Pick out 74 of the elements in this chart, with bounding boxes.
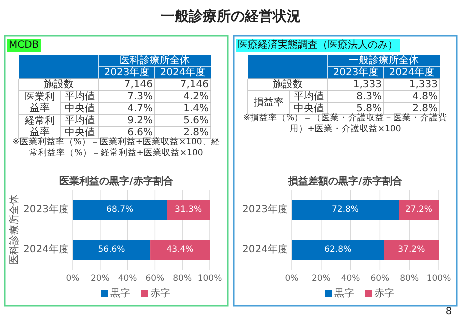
category-label: 2023年度 — [333, 66, 379, 78]
bar — [292, 240, 384, 260]
text: 一般診療所の経営状況 — [161, 8, 301, 25]
category-label: 2023年度 — [104, 66, 150, 78]
data-label: 62.8% — [324, 245, 352, 255]
text: ※医業利益率（%）＝医業利益÷医業収益×100、経常利益率（%）＝経常利益÷医業収益×100 — [12, 136, 220, 158]
category-label: 中央値 — [65, 128, 95, 138]
legend-label: 赤字 — [150, 288, 170, 300]
x-tick-label: 40% — [118, 274, 138, 284]
data-label: 27.2% — [406, 205, 433, 215]
text: 5.8% — [356, 104, 382, 114]
text: 4.2% — [184, 92, 209, 102]
category-label: 中央値 — [65, 104, 95, 114]
bar — [150, 240, 210, 260]
text: 医科診療所全体 — [120, 54, 190, 66]
text: ※損益率（%）＝（医業・介護収益－医業・介護費用）÷医業・介護収益×100 — [243, 112, 448, 134]
x-tick-label: 80% — [173, 274, 192, 284]
category-label: 施設数 — [44, 80, 74, 90]
text: 7.3% — [128, 92, 153, 102]
category-label: 経常利益率 — [25, 116, 55, 138]
data-label: 68.7% — [106, 205, 134, 215]
y-axis-title: 医科診療所全体 — [8, 195, 20, 265]
bar — [73, 200, 168, 220]
x-tick-label: 0% — [285, 274, 299, 284]
bar — [167, 200, 210, 220]
text: 医療経済実態調査（医療法人のみ） — [238, 39, 398, 51]
text: 1,333 — [409, 80, 438, 90]
text: 5.6% — [184, 116, 209, 126]
text: 7,146 — [124, 80, 153, 90]
bar — [384, 240, 439, 260]
bar — [73, 240, 151, 260]
legend-label: 黒字 — [334, 288, 354, 300]
data-label: 43.4% — [166, 245, 194, 255]
x-tick-label: 20% — [312, 274, 331, 284]
category-label: 医業利益率 — [25, 92, 55, 114]
data-label: 56.6% — [98, 245, 126, 255]
data-label: 72.8% — [332, 205, 360, 215]
text: 1,333 — [353, 80, 382, 90]
legend-label: 赤字 — [374, 288, 394, 300]
chart-title: 医業利益の黒字/赤字割合 — [60, 176, 174, 188]
text: 9.2% — [128, 116, 153, 126]
text: 8 — [446, 306, 452, 318]
category-label: 平均値 — [294, 92, 324, 102]
text: MCDB — [9, 40, 40, 51]
x-tick-label: 60% — [370, 274, 390, 284]
x-tick-label: 100% — [198, 274, 222, 284]
legend-label: 黒字 — [110, 288, 130, 300]
x-tick-label: 20% — [90, 274, 110, 284]
text: 1.4% — [184, 104, 209, 114]
text: 2.8% — [412, 104, 438, 114]
x-tick-label: 0% — [66, 274, 80, 284]
text: 4.8% — [412, 92, 438, 102]
bar — [399, 200, 439, 220]
category-label: 施設数 — [273, 80, 303, 90]
category-label: 2024年度 — [389, 66, 435, 78]
category-label: 2024年度 — [160, 66, 206, 78]
text: 6.6% — [128, 128, 153, 138]
category-label: 平均値 — [65, 116, 95, 126]
category-label: 平均値 — [65, 92, 95, 102]
x-tick-label: 40% — [341, 274, 360, 284]
chart-title: 損益差額の黒字/赤字割合 — [288, 176, 404, 188]
text: 8.3% — [356, 92, 382, 102]
text: 一般診療所全体 — [349, 54, 419, 66]
x-tick-label: 100% — [426, 274, 452, 284]
text: 7,146 — [180, 80, 209, 90]
data-label: 37.2% — [398, 245, 426, 255]
data-label: 31.3% — [175, 205, 202, 215]
x-tick-label: 80% — [400, 274, 420, 284]
x-tick-label: 60% — [146, 274, 165, 284]
category-label: 中央値 — [294, 104, 324, 114]
text: 2.8% — [184, 128, 209, 138]
category-label: 損益率 — [254, 98, 284, 108]
bar — [292, 200, 400, 220]
text: 4.7% — [128, 104, 153, 114]
